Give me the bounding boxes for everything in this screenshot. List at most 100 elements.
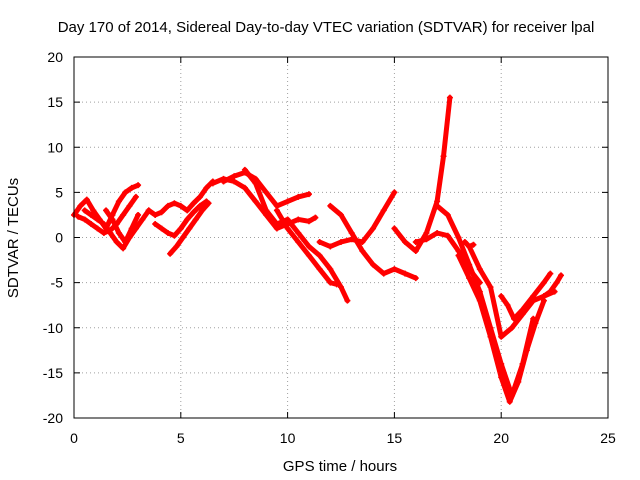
- data-point: [132, 193, 139, 200]
- data-point: [412, 275, 419, 282]
- data-point: [184, 207, 191, 214]
- data-point: [88, 211, 95, 218]
- data-point: [540, 279, 547, 286]
- series-arc20: [540, 272, 565, 300]
- data-point: [284, 225, 291, 232]
- data-point: [295, 193, 302, 200]
- data-point: [135, 182, 142, 189]
- data-point: [305, 252, 312, 259]
- data-point: [402, 239, 409, 246]
- data-point: [327, 266, 334, 273]
- data-point: [466, 243, 473, 250]
- data-point: [158, 209, 165, 216]
- data-point: [338, 284, 344, 291]
- data-point: [316, 239, 323, 246]
- y-tick-label: 0: [55, 230, 63, 246]
- series-line: [434, 203, 536, 398]
- data-point: [152, 211, 159, 218]
- series-arc13: [316, 189, 398, 250]
- data-point: [139, 216, 146, 223]
- data-point: [273, 220, 280, 227]
- data-point: [511, 315, 518, 322]
- data-point: [164, 202, 171, 209]
- data-point: [519, 306, 526, 313]
- data-point: [466, 261, 473, 268]
- data-point: [263, 207, 270, 214]
- y-tick-label: 20: [47, 49, 63, 65]
- series-arc5: [145, 178, 216, 218]
- data-point: [197, 193, 204, 200]
- data-point: [547, 270, 554, 277]
- data-point: [295, 216, 302, 223]
- data-point: [333, 281, 340, 288]
- x-axis-label: GPS time / hours: [283, 458, 397, 475]
- data-point: [152, 220, 159, 227]
- data-point: [115, 198, 122, 205]
- data-point: [122, 189, 129, 196]
- data-point: [231, 178, 238, 185]
- data-point: [455, 252, 462, 259]
- data-point: [380, 270, 387, 277]
- data-point: [370, 225, 377, 232]
- data-point: [284, 198, 291, 205]
- data-point: [487, 284, 494, 291]
- data-point: [504, 302, 511, 309]
- data-series: [71, 94, 565, 405]
- data-point: [412, 239, 419, 246]
- data-point: [412, 248, 419, 255]
- grid: [74, 57, 608, 418]
- data-point: [391, 266, 398, 273]
- data-point: [391, 225, 398, 232]
- data-point: [145, 207, 152, 214]
- data-point: [498, 374, 505, 381]
- data-point: [476, 297, 483, 304]
- data-point: [209, 180, 216, 187]
- y-tick-label: 10: [47, 139, 63, 155]
- data-point: [498, 293, 505, 300]
- data-point: [284, 216, 291, 223]
- data-point: [190, 209, 197, 216]
- data-point: [523, 347, 530, 354]
- y-axis-label: SDTVAR / TECUs: [5, 178, 22, 298]
- data-point: [122, 239, 129, 246]
- data-point: [338, 211, 344, 218]
- data-point: [120, 245, 127, 252]
- data-point: [203, 184, 210, 191]
- data-point: [75, 213, 82, 220]
- series-line: [317, 189, 397, 249]
- data-point: [241, 166, 248, 173]
- data-point: [470, 241, 477, 248]
- data-point: [312, 214, 319, 221]
- data-point: [305, 191, 312, 198]
- data-point: [295, 239, 302, 246]
- series-line: [541, 272, 564, 299]
- data-point: [327, 243, 334, 250]
- data-point: [434, 202, 441, 209]
- data-point: [348, 236, 355, 243]
- data-point: [177, 202, 184, 209]
- data-point: [179, 234, 186, 241]
- data-point: [107, 229, 114, 236]
- data-point: [446, 94, 453, 101]
- series-arc19: [498, 270, 554, 322]
- series-line: [391, 95, 453, 254]
- series-arc4: [103, 207, 142, 246]
- data-point: [391, 189, 398, 196]
- series-line: [456, 253, 547, 405]
- x-tick-label: 25: [600, 430, 616, 446]
- x-axis-ticks: 0 5 10 15 20 25: [70, 57, 616, 446]
- data-point: [171, 200, 178, 207]
- x-tick-label: 5: [177, 430, 185, 446]
- data-point: [171, 232, 178, 239]
- y-tick-label: -10: [43, 320, 63, 336]
- series-arc14: [391, 94, 453, 255]
- data-point: [444, 232, 451, 239]
- data-point: [530, 293, 537, 300]
- data-point: [316, 252, 323, 259]
- data-point: [81, 216, 88, 223]
- data-point: [90, 207, 97, 214]
- series-arc7: [167, 200, 212, 257]
- y-tick-label: 15: [47, 94, 63, 110]
- data-point: [305, 243, 312, 250]
- data-point: [77, 202, 84, 209]
